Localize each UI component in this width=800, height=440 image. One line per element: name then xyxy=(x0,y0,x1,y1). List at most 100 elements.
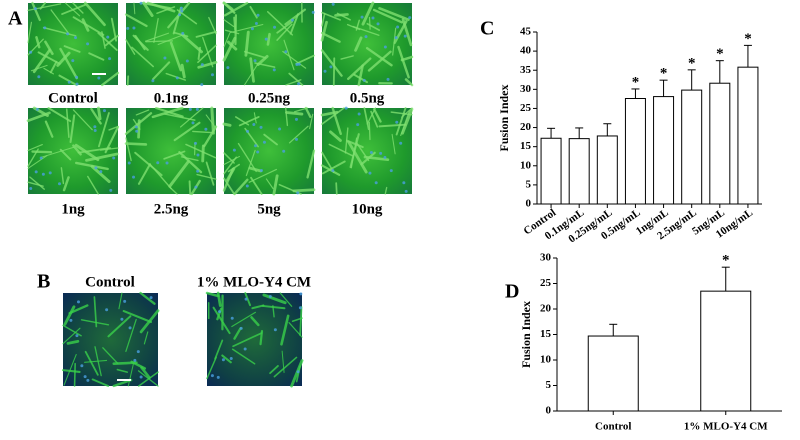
cell-streak xyxy=(44,40,54,56)
cell-streak xyxy=(244,292,252,307)
image-label: 0.25ng xyxy=(248,90,291,106)
cell-streak xyxy=(261,304,286,310)
bar xyxy=(587,335,639,412)
nucleus xyxy=(151,79,155,83)
cell-streak xyxy=(243,62,259,86)
nucleus xyxy=(200,63,204,67)
nucleus xyxy=(253,59,257,63)
cell-streak xyxy=(357,64,364,87)
cell-streak xyxy=(288,321,303,338)
cell-streak xyxy=(400,55,414,62)
cell-streak xyxy=(62,176,70,192)
cell-streak xyxy=(50,9,70,35)
cell-streak xyxy=(65,108,70,138)
cell-streak xyxy=(146,1,176,13)
cell-streak xyxy=(87,175,99,195)
nucleus xyxy=(290,18,294,22)
nucleus xyxy=(163,56,167,60)
significance-mark: * xyxy=(716,46,724,62)
bar xyxy=(681,89,703,205)
nucleus xyxy=(297,62,301,66)
nucleus xyxy=(194,185,198,189)
cell-streak xyxy=(288,72,304,86)
panel-label: D xyxy=(505,281,519,303)
nucleus xyxy=(128,326,132,330)
cell-streak xyxy=(222,36,237,62)
cell-streak xyxy=(61,3,86,15)
nucleus xyxy=(93,128,97,132)
cell-streak xyxy=(223,32,231,48)
nucleus xyxy=(181,31,185,35)
y-tick-label: 20 xyxy=(520,121,532,133)
cell-streak xyxy=(401,18,413,47)
nucleus xyxy=(368,171,372,175)
nucleus xyxy=(196,169,200,173)
nucleus xyxy=(254,22,258,26)
nucleus xyxy=(273,25,277,29)
cell-streak xyxy=(108,125,119,131)
nucleus xyxy=(232,148,236,152)
significance-mark: * xyxy=(688,55,696,71)
cell-streak xyxy=(172,6,182,35)
micrograph xyxy=(222,106,316,196)
cell-streak xyxy=(320,20,328,42)
cell-streak xyxy=(124,142,148,146)
nucleus xyxy=(331,168,335,172)
significance-mark: * xyxy=(660,66,668,82)
cell-streak xyxy=(98,112,110,148)
nucleus xyxy=(76,300,80,304)
cell-streak xyxy=(251,304,265,310)
nucleus xyxy=(252,122,256,126)
cell-streak xyxy=(63,45,81,53)
error-bar xyxy=(715,60,724,84)
y-axis-label: Fusion Index xyxy=(519,301,533,368)
cell-streak xyxy=(59,47,78,80)
cell-streak xyxy=(101,31,106,49)
cell-streak xyxy=(367,50,392,72)
cell-streak xyxy=(292,188,316,193)
bar xyxy=(540,137,562,205)
cell-streak xyxy=(139,291,156,305)
nucleus xyxy=(216,375,220,379)
cell-streak xyxy=(145,40,174,43)
cell-streak xyxy=(131,46,154,68)
cell-streak xyxy=(102,347,119,365)
cell-streak xyxy=(62,327,81,345)
nucleus xyxy=(356,123,360,127)
cell-streak xyxy=(179,107,204,128)
cell-streak xyxy=(47,107,72,123)
nucleus xyxy=(29,187,33,191)
nucleus xyxy=(86,378,90,382)
cell-streak xyxy=(74,143,100,162)
cell-streak xyxy=(221,354,232,364)
cell-streak xyxy=(197,44,217,64)
nucleus xyxy=(296,370,300,374)
nucleus xyxy=(371,16,375,20)
nucleus xyxy=(75,75,79,79)
nucleus xyxy=(256,13,260,17)
nucleus xyxy=(75,82,79,86)
cell-streak xyxy=(173,31,189,38)
nucleus xyxy=(299,292,303,296)
nucleus xyxy=(383,45,387,49)
cell-streak xyxy=(266,32,271,46)
cell-streak xyxy=(265,178,274,190)
nucleus xyxy=(297,82,301,86)
cell-streak xyxy=(144,32,170,42)
cell-streak xyxy=(58,74,78,87)
cell-streak xyxy=(248,168,278,183)
nucleus xyxy=(386,77,390,81)
cell-streak xyxy=(91,378,110,387)
cell-streak xyxy=(142,1,154,17)
cell-streak xyxy=(180,63,186,79)
nucleus xyxy=(139,1,143,5)
error-bar xyxy=(609,323,618,337)
nucleus xyxy=(58,182,62,186)
cell-streak xyxy=(304,106,312,118)
error-bar xyxy=(631,88,640,99)
cell-streak xyxy=(216,307,223,321)
nucleus xyxy=(126,26,130,30)
image-label: Control xyxy=(85,274,135,290)
nucleus xyxy=(74,36,78,40)
micrograph xyxy=(320,106,414,195)
